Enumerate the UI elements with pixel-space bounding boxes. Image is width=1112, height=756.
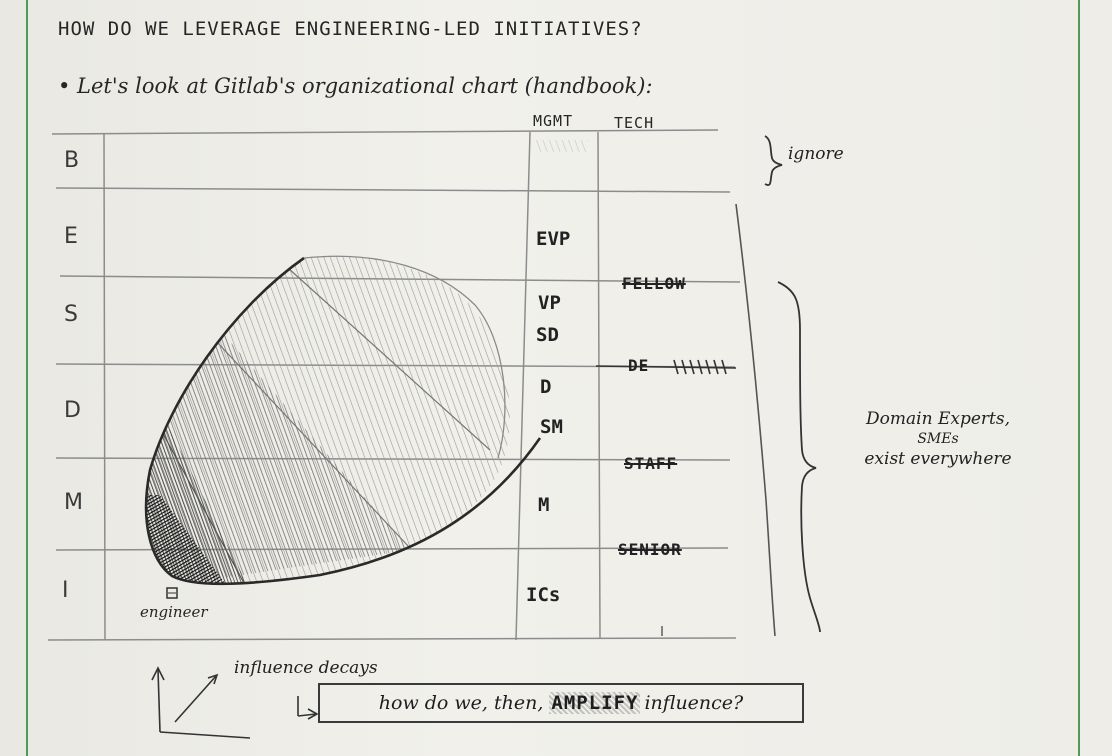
page-heading: HOW DO WE LEVERAGE ENGINEERING-LED INITI… xyxy=(58,18,643,40)
grid-column-lines xyxy=(103,131,601,641)
question-emphasis: AMPLIFY xyxy=(549,692,641,714)
tech-column-header: TECH xyxy=(614,114,655,132)
mgmt-level-d: D xyxy=(540,376,552,398)
row-label-m: M xyxy=(64,490,83,515)
tech-level-senior: SENIOR xyxy=(618,540,682,559)
domain-note-line-1: Domain Experts, xyxy=(866,409,1010,429)
bullet-text: • Let's look at Gitlab's organizational … xyxy=(58,74,653,98)
influence-axes xyxy=(151,666,251,739)
question-part-2: influence? xyxy=(644,692,744,714)
domain-experts-note: Domain Experts, SMEs exist everywhere xyxy=(828,408,1048,470)
tech-level-de: DE xyxy=(628,356,650,375)
levels-bracket xyxy=(735,203,776,637)
mgmt-level-evp: EVP xyxy=(536,228,571,250)
domain-note-line-3: exist everywhere xyxy=(864,449,1012,470)
mgmt-level-m: M xyxy=(538,494,550,516)
mgmt-column-header: MGMT xyxy=(533,112,574,130)
ignore-note: ignore xyxy=(788,144,844,164)
row-label-s: S xyxy=(64,302,78,327)
de-strike-line xyxy=(595,365,737,369)
mgmt-level-sd: SD xyxy=(536,324,559,346)
mgmt-level-vp: VP xyxy=(538,292,561,314)
right-margin-line xyxy=(1078,0,1080,756)
tech-level-fellow: FELLOW xyxy=(622,274,686,293)
domain-experts-brace xyxy=(777,281,821,633)
influence-decays-note: influence decays xyxy=(234,658,378,678)
row-label-i: I xyxy=(62,578,69,603)
ignore-brace xyxy=(764,135,783,186)
influence-region xyxy=(146,255,510,584)
question-arrow xyxy=(297,696,319,720)
amplify-question-box: how do we, then, AMPLIFY influence? xyxy=(318,683,804,723)
domain-note-line-2: SMEs xyxy=(917,431,959,448)
engineer-label: engineer xyxy=(140,603,208,621)
tech-level-staff: STAFF xyxy=(624,454,678,473)
mgmt-level-sm: SM xyxy=(540,416,563,438)
row-label-d: D xyxy=(64,398,81,423)
left-margin-line xyxy=(26,0,28,756)
question-part-1: how do we, then, xyxy=(378,692,544,714)
engineer-marker xyxy=(166,587,178,599)
row-label-e: E xyxy=(64,224,78,249)
row-label-b: B xyxy=(64,148,80,173)
mgmt-level-ics: ICs xyxy=(526,584,561,606)
